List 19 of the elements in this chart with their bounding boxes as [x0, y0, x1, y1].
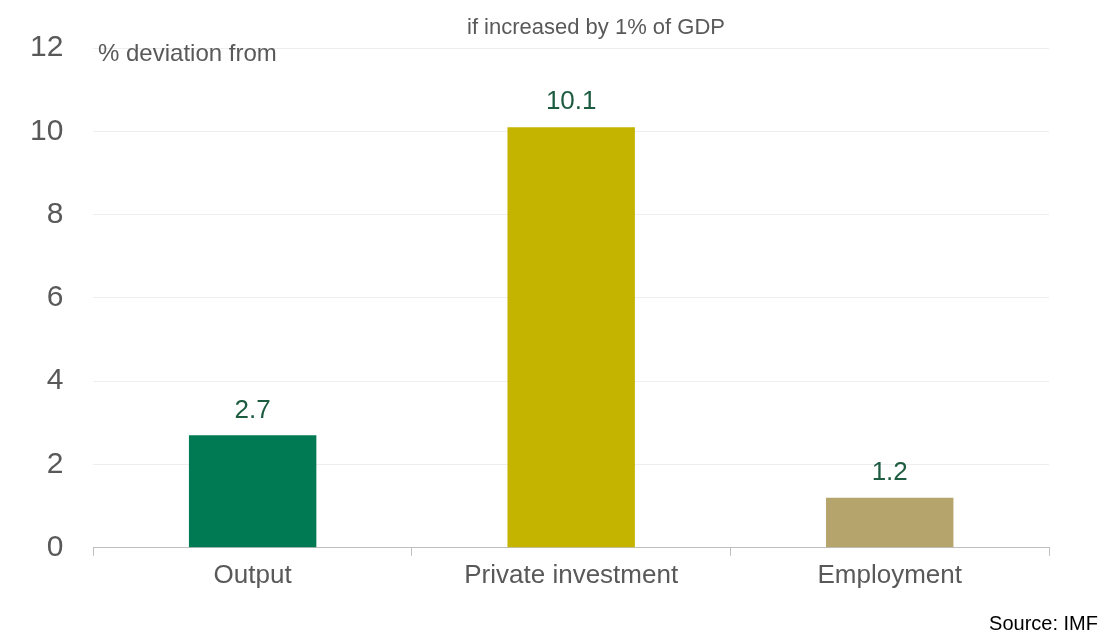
y-tick-label: 2	[46, 445, 64, 479]
source-note: Source: IMF	[989, 611, 1098, 634]
data-label: 10.1	[545, 85, 597, 116]
bar	[826, 497, 954, 548]
y-tick-label: 10	[29, 112, 64, 146]
x-tick-label: Output	[213, 558, 293, 589]
y-tick-label: 0	[46, 529, 64, 563]
y-tick-label: 12	[29, 29, 64, 63]
bar	[507, 127, 635, 548]
bar	[188, 435, 317, 548]
x-tick-label: Employment	[817, 558, 963, 589]
y-axis-title: % deviation from	[98, 38, 277, 66]
y-tick-label: 4	[46, 362, 64, 396]
data-label: 2.7	[234, 393, 271, 424]
y-tick-label: 8	[46, 195, 64, 229]
data-label: 1.2	[871, 455, 908, 486]
x-tick-label: Private investment	[464, 558, 679, 589]
y-tick-label: 6	[46, 279, 64, 313]
chart-title: if increased by 1% of GDP	[466, 14, 726, 40]
